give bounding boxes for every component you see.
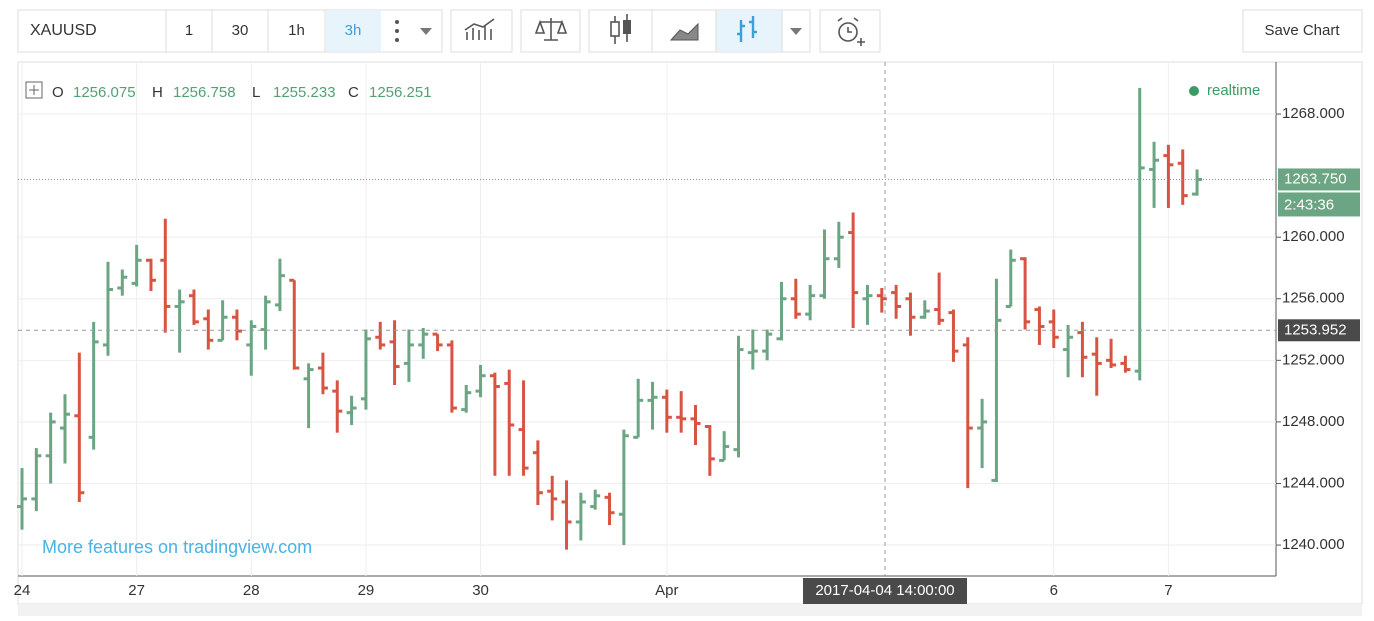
x-tick-label: 29: [358, 582, 375, 599]
legend-value: 1255.233: [273, 84, 336, 101]
interval-active: [326, 11, 381, 51]
x-tick-label: 24: [14, 582, 31, 599]
legend-key: H: [152, 84, 163, 101]
last-price-tag: [1278, 168, 1360, 191]
countdown-tag: [1278, 192, 1360, 217]
y-tick-label: 1244.000: [1282, 474, 1345, 491]
y-tick-label: 1252.000: [1282, 351, 1345, 368]
interval-button[interactable]: 3h: [345, 22, 362, 39]
y-tick-label: 1248.000: [1282, 413, 1345, 430]
indicators-button[interactable]: [450, 9, 513, 53]
status: realtime: [1207, 82, 1260, 99]
legend-value: 1256.251: [369, 84, 432, 101]
watermark[interactable]: More features on tradingview.com: [42, 537, 312, 557]
interval-button[interactable]: 1: [185, 22, 193, 39]
alert-button[interactable]: [819, 9, 881, 53]
chart-frame: [17, 61, 1363, 605]
more-button[interactable]: [395, 20, 399, 42]
y-tick-label: 1240.000: [1282, 536, 1345, 553]
legend-key: C: [348, 84, 359, 101]
x-tick-label: 28: [243, 582, 260, 599]
crosshair-price-tag: [1278, 319, 1360, 342]
x-tick-label: 27: [128, 582, 145, 599]
x-tick-label: 30: [472, 582, 489, 599]
y-tick-label: 1256.000: [1282, 290, 1345, 307]
crosshair-time: 2017-04-04 14:00:00: [815, 582, 954, 599]
interval-dropdown[interactable]: [420, 28, 432, 35]
legend-value: 1256.075: [73, 84, 136, 101]
legend-value: 1256.758: [173, 84, 236, 101]
save-button[interactable]: [1242, 9, 1363, 53]
active-style[interactable]: [716, 11, 782, 51]
legend-key: L: [252, 84, 260, 101]
status-dot: [1189, 86, 1199, 96]
interval-button[interactable]: 30: [232, 22, 249, 39]
crosshair-price: 1253.952: [1284, 321, 1347, 338]
x-tick-label: 6: [1050, 582, 1058, 599]
symbol[interactable]: XAUUSD: [30, 22, 97, 39]
crosshair-time-tag: [803, 578, 967, 604]
y-tick-label: 1260.000: [1282, 228, 1345, 245]
interval-button[interactable]: 1h: [288, 22, 305, 39]
bottom-bar: [18, 604, 1362, 616]
countdown: 2:43:36: [1284, 196, 1334, 213]
x-tick-label: 7: [1164, 582, 1172, 599]
last-price-label: 1263.750: [1284, 170, 1347, 187]
save-label[interactable]: Save Chart: [1264, 22, 1340, 39]
y-tick-label: 1268.000: [1282, 105, 1345, 122]
x-tick-label: Apr: [655, 582, 678, 599]
style-dropdown[interactable]: [790, 28, 802, 35]
legend-key: O: [52, 84, 64, 101]
